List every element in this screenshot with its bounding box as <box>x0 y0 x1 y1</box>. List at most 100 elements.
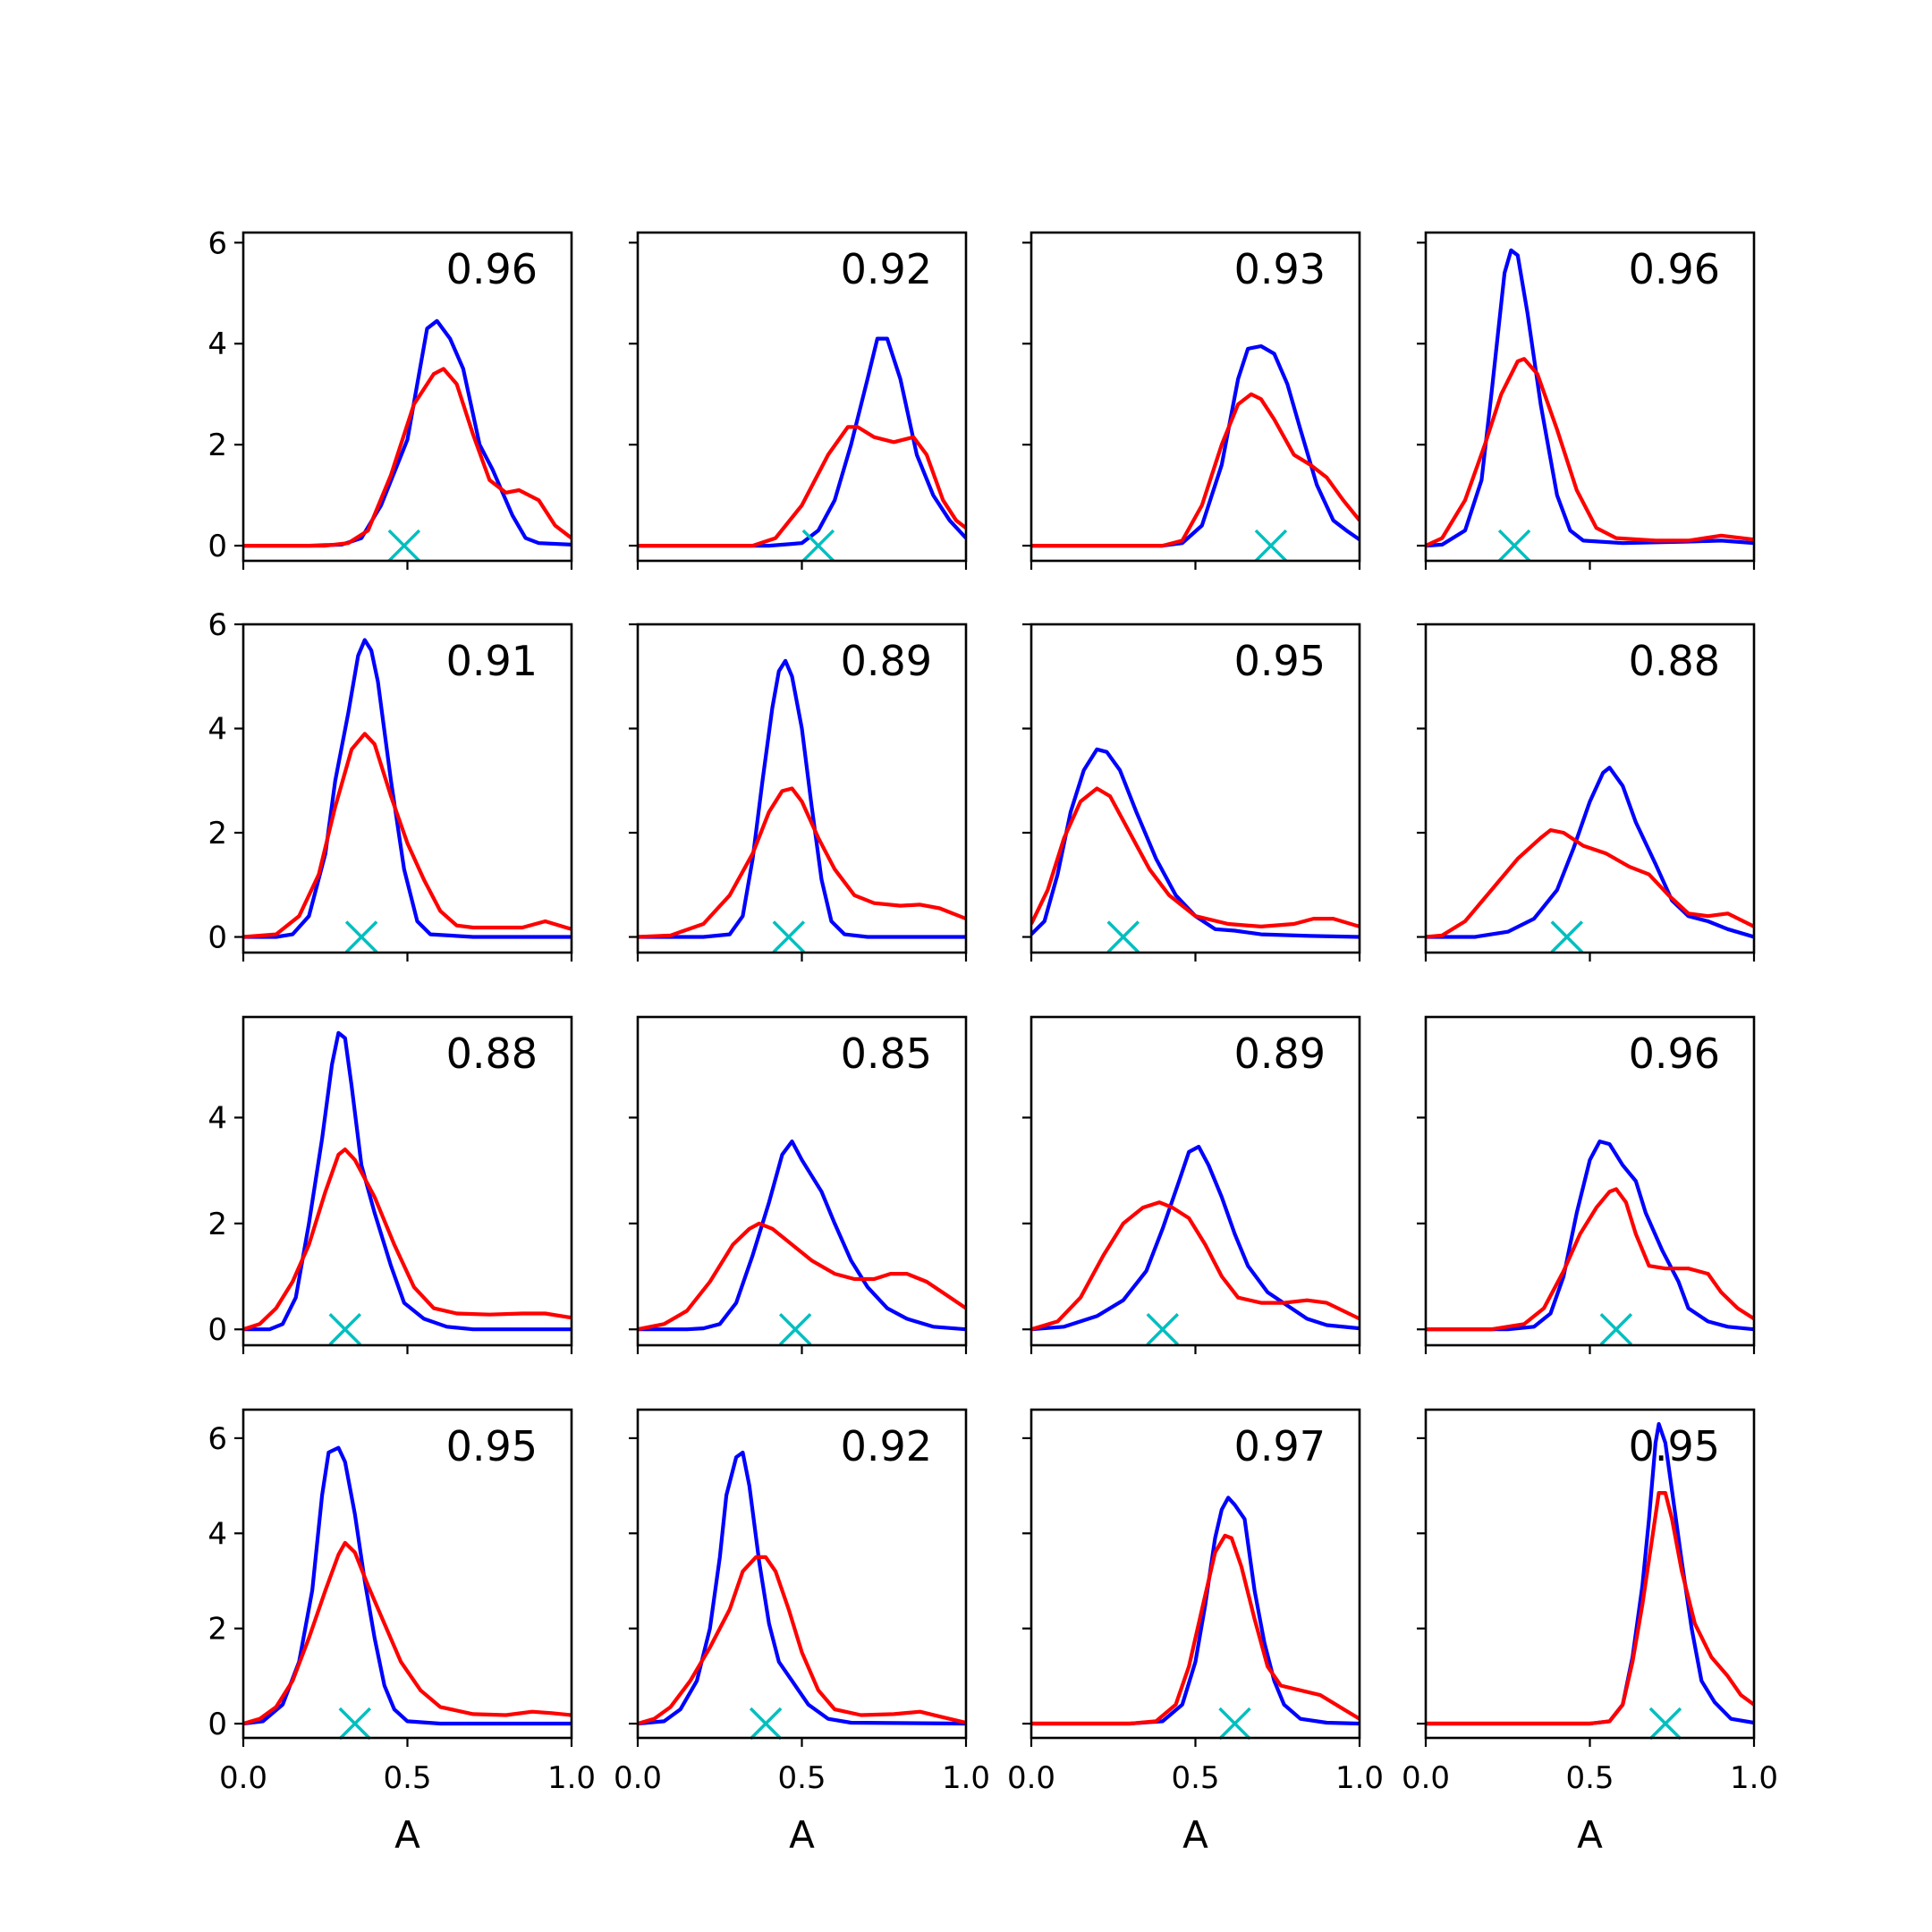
series-red-line <box>1426 1187 1754 1332</box>
panel-annotation: 0.95 <box>446 1422 538 1470</box>
series-blue-line <box>638 658 966 939</box>
marker-x <box>1254 529 1288 563</box>
y-tick-label: 0 <box>208 920 227 956</box>
panel-annotation: 0.97 <box>1234 1422 1326 1470</box>
y-tick-label: 2 <box>208 816 227 852</box>
panel-9: 0 2 4 0.88 <box>208 1015 573 1354</box>
series-red-line <box>243 1540 572 1726</box>
panel-annotation: 0.95 <box>1234 637 1326 685</box>
series-blue-line <box>638 336 966 548</box>
marker-x <box>772 920 806 953</box>
panel-6: 0.89 <box>629 623 968 962</box>
y-tick-label: 4 <box>208 1100 227 1136</box>
panel-11: 0.89 <box>1022 1015 1361 1354</box>
x-tick-label: 0.0 <box>219 1760 267 1796</box>
series-blue-line <box>638 1450 966 1726</box>
marker-x <box>1599 1313 1633 1346</box>
y-tick-label: 6 <box>208 1421 227 1457</box>
panel-annotation: 0.89 <box>841 637 932 685</box>
x-tick-label: 0.0 <box>614 1760 662 1796</box>
panel-16: 0.0 0.5 1.0 A 0.95 <box>1402 1408 1778 1857</box>
x-tick-label: 1.0 <box>1335 1760 1384 1796</box>
x-tick-label: 1.0 <box>942 1760 990 1796</box>
panel-15: 0.0 0.5 1.0 A 0.97 <box>1007 1408 1384 1857</box>
panel-7: 0.95 <box>1022 623 1361 962</box>
panel-annotation: 0.85 <box>841 1030 932 1078</box>
marker-x <box>338 1707 372 1741</box>
x-tick-label: 1.0 <box>1730 1760 1778 1796</box>
series-blue-line <box>243 638 572 939</box>
panel-14: 0.0 0.5 1.0 A 0.92 <box>614 1408 990 1857</box>
y-tick-label: 4 <box>208 326 227 362</box>
series-red-line <box>638 1555 966 1726</box>
y-tick-label: 6 <box>208 607 227 643</box>
panel-annotation: 0.92 <box>841 245 932 293</box>
series-blue-line <box>1031 1144 1360 1332</box>
marker-x <box>344 920 378 953</box>
panel-3: 0.93 <box>1022 231 1361 570</box>
x-axis-label: A <box>1577 1813 1603 1857</box>
marker-x <box>1218 1707 1251 1741</box>
panel-annotation: 0.96 <box>1629 245 1720 293</box>
series-red-line <box>243 367 572 548</box>
marker-x <box>328 1313 362 1346</box>
panel-annotation: 0.88 <box>446 1030 538 1078</box>
panel-2: 0.92 <box>629 231 968 570</box>
x-tick-label: 0.5 <box>1171 1760 1219 1796</box>
x-tick-label: 0.5 <box>1565 1760 1614 1796</box>
x-tick-label: 0.5 <box>383 1760 431 1796</box>
y-tick-label: 2 <box>208 428 227 463</box>
panel-annotation: 0.89 <box>1234 1030 1326 1078</box>
series-blue-line <box>638 1140 966 1332</box>
y-tick-label: 6 <box>208 225 227 261</box>
x-axis-label: A <box>789 1813 815 1857</box>
series-blue-line <box>1426 1140 1754 1332</box>
y-tick-label: 0 <box>208 1707 227 1742</box>
series-red-line <box>243 732 572 939</box>
x-axis-label: A <box>1182 1813 1208 1857</box>
panel-annotation: 0.91 <box>446 637 538 685</box>
series-blue-line <box>243 1030 572 1332</box>
series-blue-line <box>1426 248 1754 548</box>
panel-12: 0.96 <box>1417 1015 1756 1354</box>
series-blue-line <box>1031 1496 1360 1726</box>
series-red-line <box>1031 392 1360 548</box>
y-tick-label: 4 <box>208 1516 227 1552</box>
series-red-line <box>1031 1200 1360 1332</box>
series-red-line <box>1426 1491 1754 1726</box>
marker-x <box>1497 529 1531 563</box>
panel-1: 0 2 4 6 0.96 <box>208 225 573 570</box>
y-tick-label: 0 <box>208 1312 227 1348</box>
panel-annotation: 0.96 <box>1629 1030 1720 1078</box>
x-tick-label: 0.5 <box>777 1760 826 1796</box>
y-tick-label: 0 <box>208 529 227 564</box>
panel-8: 0.88 <box>1417 623 1756 962</box>
panel-annotation: 0.92 <box>841 1422 932 1470</box>
series-red-line <box>1031 1533 1360 1726</box>
marker-x <box>1550 920 1584 953</box>
marker-x <box>1106 920 1140 953</box>
x-tick-label: 1.0 <box>547 1760 596 1796</box>
series-blue-line <box>1426 766 1754 939</box>
y-tick-label: 2 <box>208 1612 227 1648</box>
panel-10: 0.85 <box>629 1015 968 1354</box>
series-red-line <box>243 1147 572 1332</box>
series-blue-line <box>1031 343 1360 548</box>
series-red-line <box>1426 357 1754 548</box>
panel-annotation: 0.93 <box>1234 245 1326 293</box>
x-axis-label: A <box>394 1813 420 1857</box>
panel-grid: 0 2 4 6 0.96 0.92 0.93 0.96 0 2 4 6 0.91 0.89 0.95 0.88… <box>208 225 1778 1857</box>
panel-annotation: 0.88 <box>1629 637 1720 685</box>
y-tick-label: 2 <box>208 1207 227 1242</box>
x-tick-label: 0.0 <box>1007 1760 1055 1796</box>
panel-4: 0.96 <box>1417 231 1756 570</box>
x-tick-label: 0.0 <box>1402 1760 1450 1796</box>
marker-x <box>1146 1313 1180 1346</box>
marker-x <box>778 1313 812 1346</box>
marker-x <box>1648 1707 1682 1741</box>
series-red-line <box>638 786 966 939</box>
series-red-line <box>638 425 966 548</box>
marker-x <box>749 1707 783 1741</box>
panel-5: 0 2 4 6 0.91 <box>208 607 573 962</box>
